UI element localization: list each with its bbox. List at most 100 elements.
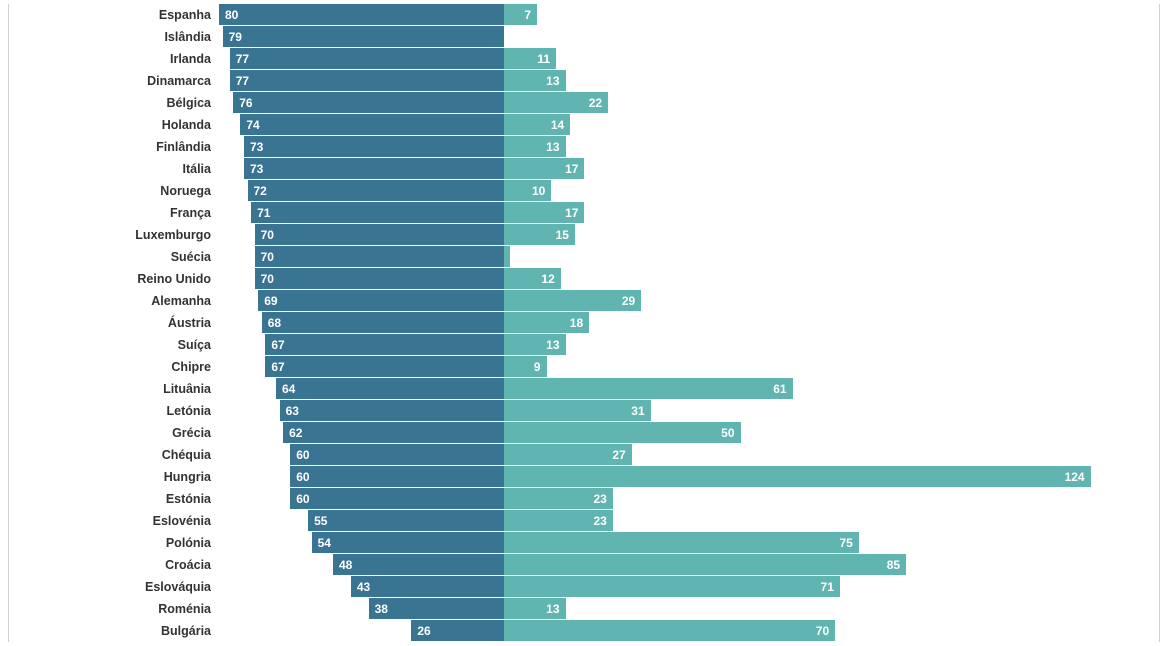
right-bar: 23 [504,488,613,509]
left-bar: 70 [255,246,504,267]
left-bar: 26 [411,620,504,641]
chart-row: Hungria60124 [9,466,1139,487]
left-bar-wrap: 79 [219,26,504,47]
country-label: Itália [9,162,219,176]
left-bar: 63 [280,400,504,421]
left-bar: 55 [308,510,504,531]
country-label: Espanha [9,8,219,22]
bars-area: 69 29 [219,290,1139,311]
right-bar: 17 [504,158,584,179]
right-bar: 85 [504,554,906,575]
chart-row: Islândia79 [9,26,1139,47]
right-bar-value: 14 [551,118,564,132]
right-bar-value: 22 [589,96,602,110]
bars-area: 74 14 [219,114,1139,135]
left-bar-value: 63 [286,404,299,418]
right-bar-wrap: 27 [504,444,1139,465]
left-bar-value: 43 [357,580,370,594]
right-bar: 31 [504,400,651,421]
left-bar: 77 [230,48,504,69]
right-bar-wrap [504,26,1139,47]
chart-row: Finlândia7313 [9,136,1139,157]
country-label: Dinamarca [9,74,219,88]
chart-row: Luxemburgo70 15 [9,224,1139,245]
left-bar-wrap: 77 [219,48,504,69]
right-bar: 70 [504,620,835,641]
left-bar: 70 [255,268,504,289]
left-bar-wrap: 55 [219,510,504,531]
right-bar: 11 [504,48,556,69]
bars-area: 6818 [219,312,1139,333]
bars-area: 77 11 [219,48,1139,69]
right-bar-value: 17 [565,162,578,176]
right-bar: 13 [504,598,566,619]
country-label: Holanda [9,118,219,132]
left-bar: 68 [262,312,504,333]
chart-row: Lituânia6461 [9,378,1139,399]
country-label: Irlanda [9,52,219,66]
left-bar-wrap: 80 [219,4,504,25]
left-bar: 48 [333,554,504,575]
chart-row: Letónia6331 [9,400,1139,421]
left-bar-wrap: 68 [219,312,504,333]
bars-area: 3813 [219,598,1139,619]
left-bar-wrap: 70 [219,224,504,245]
left-bar-value: 77 [236,52,249,66]
right-bar-wrap: 23 [504,510,1139,531]
left-bar-wrap: 70 [219,268,504,289]
left-bar-value: 70 [261,250,274,264]
chart-row: Eslováquia4371 [9,576,1139,597]
left-bar-value: 76 [239,96,252,110]
left-bar: 60 [290,444,504,465]
chart-row: França7117 [9,202,1139,223]
bars-area: 55 23 [219,510,1139,531]
country-label: Grécia [9,426,219,440]
right-bar-value: 85 [887,558,900,572]
country-label: Chéquia [9,448,219,462]
left-bar: 67 [265,334,504,355]
left-bar-value: 64 [282,382,295,396]
country-label: Suíça [9,338,219,352]
right-bar-value: 71 [821,580,834,594]
right-bar-value: 17 [565,206,578,220]
left-bar-value: 74 [246,118,259,132]
left-bar: 62 [283,422,504,443]
left-bar-wrap: 71 [219,202,504,223]
right-bar [504,246,510,267]
bars-area: 2670 [219,620,1139,641]
bars-area: 79 [219,26,1139,47]
left-bar-wrap: 60 [219,444,504,465]
country-label: Islândia [9,30,219,44]
country-label: Áustria [9,316,219,330]
left-bar: 69 [258,290,504,311]
left-bar-wrap: 69 [219,290,504,311]
left-bar: 73 [244,158,504,179]
chart-row: Estónia6023 [9,488,1139,509]
right-bar-value: 15 [556,228,569,242]
country-label: Eslovénia [9,514,219,528]
country-label: Noruega [9,184,219,198]
left-bar: 80 [219,4,504,25]
country-label: Roménia [9,602,219,616]
bars-area: 5475 [219,532,1139,553]
left-bar-wrap: 70 [219,246,504,267]
right-bar-value: 23 [593,514,606,528]
right-bar-wrap: 11 [504,48,1139,69]
bars-area: 807 [219,4,1139,25]
diverging-bar-chart: Espanha807Islândia79Irlanda7711Dinamarca… [8,4,1160,642]
right-bar-value: 29 [622,294,635,308]
right-bar-value: 11 [537,52,550,66]
country-label: Luxemburgo [9,228,219,242]
chart-row: Alemanha6929 [9,290,1139,311]
left-bar-wrap: 60 [219,466,504,487]
right-bar-wrap: 17 [504,202,1139,223]
bars-area: 6461 [219,378,1139,399]
left-bar: 38 [369,598,504,619]
right-bar: 124 [504,466,1091,487]
bars-area: 48 85 [219,554,1139,575]
right-bar-wrap: 7 [504,4,1139,25]
right-bar: 27 [504,444,632,465]
right-bar: 7 [504,4,537,25]
right-bar-wrap: 18 [504,312,1139,333]
left-bar-value: 67 [271,338,284,352]
